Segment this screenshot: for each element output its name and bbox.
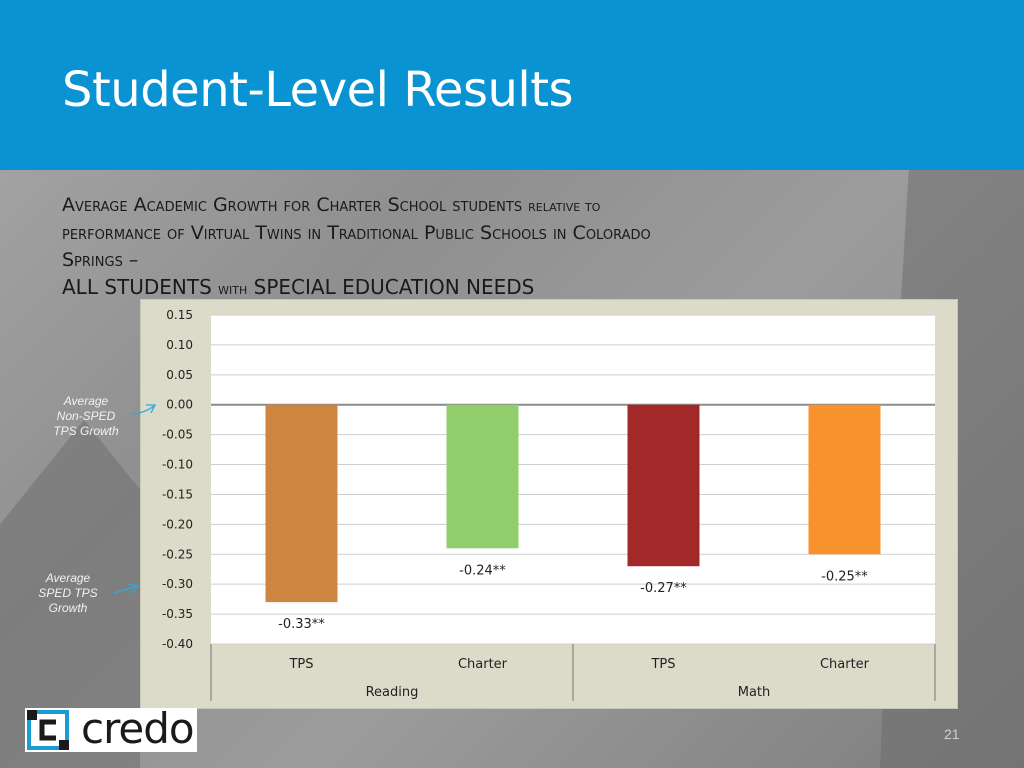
annotation-non-sped-line-2: Non-SPED (56, 409, 116, 423)
page-number: 21 (944, 726, 960, 742)
y-tick-label: 0.15 (166, 308, 193, 322)
arrow-sped-icon (113, 583, 140, 594)
annotation-non-sped-line-3: TPS Growth (53, 424, 119, 438)
bar-2 (446, 404, 519, 549)
annotation-non-sped: Average Non-SPED TPS Growth (44, 394, 128, 439)
y-tick-label: 0.05 (166, 368, 193, 382)
data-label: -0.24** (459, 563, 506, 578)
credo-logo-text: credo (81, 704, 195, 753)
bar-4 (808, 404, 881, 555)
subtitle-line-4: ALL STUDENTS with SPECIAL EDUCATION NEED… (62, 274, 942, 303)
category-label: Charter (458, 657, 508, 672)
chart-frame: 0.15 0.10 0.05 0.00 -0.05 -0.10 -0.15 -0.20 -0.2… (140, 299, 958, 709)
data-label: -0.33** (278, 617, 325, 632)
category-label: TPS (288, 657, 313, 672)
y-tick-label: -0.40 (162, 637, 193, 651)
credo-logo: credo (25, 704, 197, 753)
arrow-non-sped-icon (131, 404, 157, 415)
subtitle-line-1a: Average Academic Growth for Charter Scho… (62, 194, 523, 216)
group-label: Math (738, 685, 771, 700)
subtitle-line-1b: relative to (528, 197, 601, 215)
chart-subtitle: Average Academic Growth for Charter Scho… (62, 192, 942, 303)
y-tick-label: 0.10 (166, 338, 193, 352)
annotation-sped-line-1: Average (45, 571, 91, 585)
subtitle-line-2: performance of Virtual Twins in Traditio… (62, 222, 651, 244)
subtitle-line-1: Average Academic Growth for Charter Scho… (62, 192, 942, 220)
y-tick-label: -0.05 (162, 428, 193, 442)
y-tick-label: -0.15 (162, 487, 193, 501)
bar-3 (627, 404, 700, 567)
y-tick-label: -0.20 (162, 517, 193, 531)
subtitle-line-4a: ALL STUDENTS (62, 275, 212, 299)
y-tick-label: -0.35 (162, 607, 193, 621)
y-tick-label: -0.30 (162, 577, 193, 591)
subtitle-line-4c: SPECIAL EDUCATION NEEDS (253, 275, 535, 299)
y-tick-label: -0.25 (162, 547, 193, 561)
bar-1 (265, 404, 338, 603)
y-tick-label: -0.10 (162, 458, 193, 472)
annotation-sped: Average SPED TPS Growth (26, 571, 110, 616)
data-label: -0.27** (640, 581, 687, 596)
annotation-sped-line-2: SPED TPS (38, 586, 98, 600)
annotation-sped-line-3: Growth (48, 601, 88, 615)
page-title: Student-Level Results (62, 62, 574, 118)
header-bar: Student-Level Results (0, 0, 1024, 170)
data-label: -0.25** (821, 569, 868, 584)
bar-chart: 0.15 0.10 0.05 0.00 -0.05 -0.10 -0.15 -0.20 -0.2… (162, 308, 936, 701)
category-label: TPS (650, 657, 675, 672)
subtitle-line-4b: with (218, 280, 248, 298)
subtitle-line-3: Springs – (62, 249, 139, 271)
group-label: Reading (366, 685, 419, 700)
y-tick-label: 0.00 (166, 398, 193, 412)
annotation-non-sped-line-1: Average (63, 394, 109, 408)
credo-logo-mark-icon (27, 710, 69, 750)
category-label: Charter (820, 657, 870, 672)
